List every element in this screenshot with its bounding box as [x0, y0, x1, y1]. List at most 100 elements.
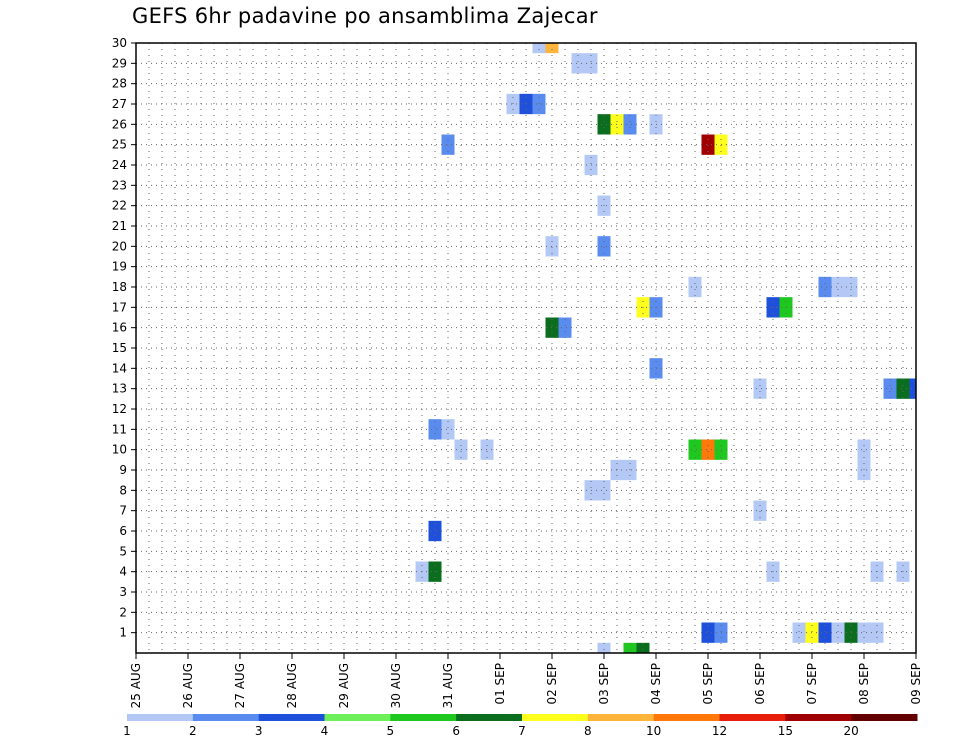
y-tick-label: 3	[119, 585, 127, 599]
precip-cell	[818, 276, 832, 298]
colorbar-label: 2	[189, 724, 197, 738]
precip-cell	[701, 439, 715, 460]
y-tick-label: 1	[119, 626, 127, 640]
colorbar-segment	[127, 714, 194, 721]
colorbar-label: 7	[518, 724, 526, 738]
x-tick-label: 31 AUG	[441, 663, 455, 708]
precip-cell	[883, 378, 897, 399]
y-tick-label: 14	[112, 361, 127, 375]
y-tick-label: 11	[112, 422, 127, 436]
precip-cell	[831, 622, 845, 643]
colorbar-segment	[719, 714, 786, 721]
colorbar-segment	[258, 714, 325, 721]
colorbar-label: 3	[255, 724, 263, 738]
y-tick-label: 5	[119, 544, 127, 558]
y-tick-label: 8	[119, 483, 127, 497]
colorbar-segment	[785, 714, 852, 721]
y-tick-label: 10	[112, 443, 127, 457]
y-tick-label: 26	[112, 117, 127, 131]
precip-cell	[597, 642, 611, 653]
y-tick-label: 20	[112, 239, 127, 253]
y-tick-label: 7	[119, 504, 127, 518]
x-tick-label: 30 AUG	[389, 663, 403, 708]
precip-cell	[688, 276, 702, 298]
y-tick-label: 28	[112, 77, 127, 91]
colorbar-segment	[192, 714, 260, 721]
y-tick-label: 29	[112, 56, 127, 70]
colorbar-label: 6	[452, 724, 460, 738]
colorbar-segment	[587, 714, 655, 721]
x-tick-label: 29 AUG	[337, 663, 351, 708]
precip-cell	[428, 419, 442, 440]
colorbar-label: 15	[778, 724, 793, 738]
y-tick-label: 25	[112, 138, 127, 152]
colorbar-label: 4	[321, 724, 329, 738]
precip-cell	[532, 43, 546, 54]
precip-cell	[597, 480, 611, 501]
y-tick-label: 27	[112, 97, 127, 111]
precip-cell	[753, 378, 767, 399]
y-tick-label: 13	[112, 382, 127, 396]
colorbar-segment	[456, 714, 523, 721]
x-tick-label: 03 SEP	[597, 663, 611, 705]
y-tick-label: 17	[112, 300, 127, 314]
precip-cell	[857, 622, 871, 643]
y-tick-label: 30	[112, 36, 127, 50]
x-tick-label: 08 SEP	[857, 663, 871, 705]
y-tick-label: 6	[119, 524, 127, 538]
precip-cell	[688, 439, 702, 460]
precip-cell	[441, 134, 455, 155]
precip-cell	[428, 520, 442, 542]
y-tick-label: 22	[112, 199, 127, 213]
colorbar-segment	[324, 714, 391, 721]
y-tick-label: 15	[112, 341, 127, 355]
precip-cell	[909, 378, 916, 399]
x-tick-label: 05 SEP	[701, 663, 715, 705]
precip-cell	[818, 622, 832, 643]
precip-cell	[636, 642, 650, 653]
colorbar-label: 1	[123, 724, 131, 738]
x-tick-label: 27 AUG	[233, 663, 247, 708]
x-tick-label: 28 AUG	[285, 663, 299, 708]
y-tick-label: 21	[112, 219, 127, 233]
y-tick-label: 9	[119, 463, 127, 477]
precip-cell	[896, 378, 910, 399]
precip-cell	[831, 276, 845, 298]
colorbar-label: 8	[584, 724, 592, 738]
precip-cell	[753, 500, 767, 521]
colorbar-label: 5	[387, 724, 395, 738]
colorbar-label: 12	[712, 724, 727, 738]
y-tick-label: 23	[112, 178, 127, 192]
precip-cell	[623, 642, 637, 653]
x-tick-label: 07 SEP	[805, 663, 819, 705]
y-tick-label: 19	[112, 260, 127, 274]
y-tick-label: 2	[119, 605, 127, 619]
colorbar-segment	[851, 714, 918, 721]
x-tick-label: 26 AUG	[181, 663, 195, 708]
colorbar-label: 10	[646, 724, 661, 738]
precip-cell	[597, 114, 611, 135]
x-tick-label: 06 SEP	[753, 663, 767, 705]
precip-cell	[623, 114, 637, 135]
y-tick-label: 18	[112, 280, 127, 294]
y-tick-label: 24	[112, 158, 127, 172]
x-tick-label: 09 SEP	[909, 663, 923, 705]
x-tick-label: 01 SEP	[493, 663, 507, 705]
precip-cell	[701, 622, 715, 643]
x-tick-label: 25 AUG	[129, 663, 143, 708]
precip-cell	[571, 53, 585, 74]
x-tick-label: 04 SEP	[649, 663, 663, 705]
precip-cell	[857, 439, 871, 460]
precip-cell	[597, 236, 611, 257]
x-tick-label: 02 SEP	[545, 663, 559, 705]
colorbar-segment	[390, 714, 457, 721]
precip-cell	[545, 43, 559, 54]
y-tick-label: 16	[112, 321, 127, 335]
y-tick-label: 12	[112, 402, 127, 416]
precip-cell	[701, 134, 715, 155]
precip-cell	[792, 622, 806, 643]
precip-cell	[441, 419, 455, 440]
colorbar-label: 20	[844, 724, 859, 738]
precip-cell	[558, 317, 572, 338]
colorbar-segment	[522, 714, 589, 721]
